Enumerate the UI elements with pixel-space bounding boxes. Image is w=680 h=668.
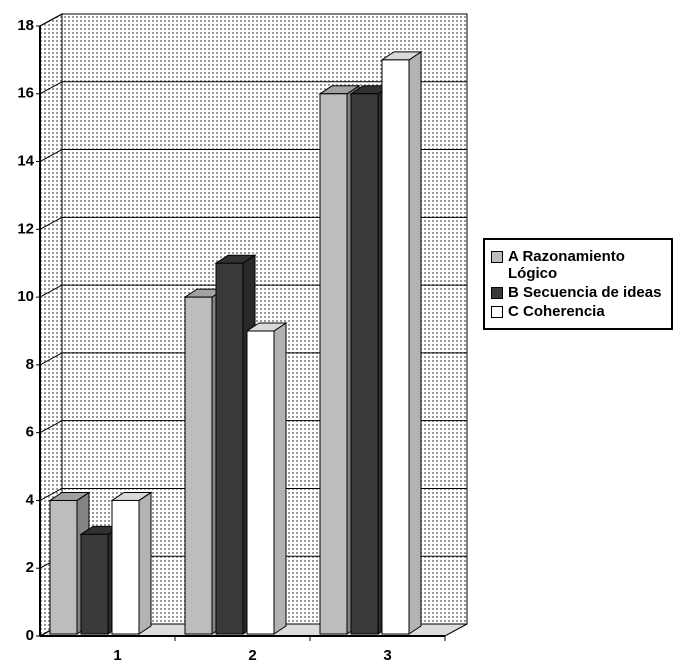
legend-swatch bbox=[491, 251, 503, 263]
grid-line bbox=[39, 352, 63, 366]
bar bbox=[246, 330, 275, 635]
legend-swatch bbox=[491, 287, 503, 299]
legend: A Razonamiento Lógico B Secuencia de idea… bbox=[483, 238, 673, 330]
legend-label: A Razonamiento Lógico bbox=[508, 248, 625, 282]
legend-item: B Secuencia de ideas bbox=[489, 284, 667, 301]
bar-side bbox=[408, 50, 422, 635]
y-tick-label: 12 bbox=[17, 220, 34, 237]
y-tick-label: 6 bbox=[26, 424, 34, 441]
legend-swatch bbox=[491, 306, 503, 318]
bar bbox=[215, 262, 244, 635]
bar-side bbox=[138, 491, 152, 635]
y-tick-label: 8 bbox=[26, 356, 34, 373]
grid-line bbox=[39, 284, 63, 298]
bar bbox=[319, 93, 348, 635]
grid-line bbox=[39, 216, 63, 230]
y-tick-label: 18 bbox=[17, 17, 34, 34]
y-tick-label: 0 bbox=[26, 627, 34, 644]
grid-line bbox=[39, 420, 63, 434]
x-tick-label: 2 bbox=[248, 647, 256, 664]
bar bbox=[350, 93, 379, 635]
bar bbox=[111, 499, 140, 635]
grid-line bbox=[39, 488, 63, 501]
grid-line bbox=[39, 13, 63, 27]
legend-label: C Coherencia bbox=[508, 303, 605, 320]
bar-side bbox=[273, 322, 287, 635]
grid-line bbox=[39, 149, 63, 162]
legend-item: A Razonamiento Lógico bbox=[489, 248, 667, 282]
bar bbox=[49, 499, 78, 635]
grid-line bbox=[39, 81, 63, 95]
x-tick-label: 3 bbox=[383, 647, 391, 664]
bar bbox=[184, 296, 213, 635]
legend-label: B Secuencia de ideas bbox=[508, 284, 662, 301]
y-tick-label: 10 bbox=[17, 288, 34, 305]
y-tick-label: 14 bbox=[17, 153, 34, 170]
bar bbox=[80, 533, 109, 635]
bar bbox=[381, 59, 410, 635]
y-tick-label: 2 bbox=[26, 559, 34, 576]
y-tick-label: 16 bbox=[17, 85, 34, 102]
y-tick-label: 4 bbox=[26, 491, 35, 508]
legend-item: C Coherencia bbox=[489, 303, 667, 320]
x-tick-label: 1 bbox=[113, 647, 121, 664]
